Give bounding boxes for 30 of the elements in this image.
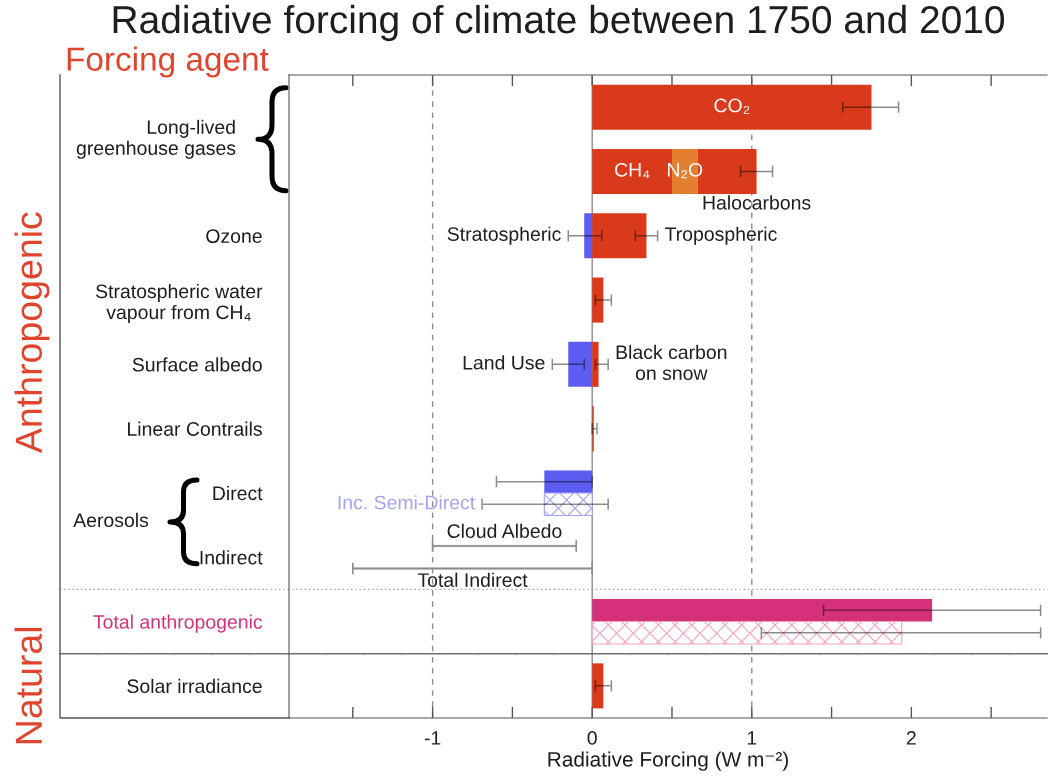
series-label: Halocarbons <box>703 195 811 210</box>
series-label: Tropospheric <box>665 226 777 245</box>
series-label: Black carbon on snow <box>616 344 727 381</box>
x-tick-label: -1 <box>424 731 441 745</box>
y-tick-label: Ozone <box>206 229 262 243</box>
y-tick-label: Total anthropogenic <box>93 614 263 633</box>
text: Natural <box>14 627 43 744</box>
y-tick-label: Stratospheric water vapour from CH₄ <box>96 283 263 324</box>
x-axis-title: Radiative Forcing (W m⁻²) <box>548 751 788 771</box>
text: Aerosols <box>73 512 149 528</box>
text: Inc. Semi-Direct <box>338 495 476 510</box>
legend-label: Total Indirect <box>417 572 528 587</box>
text: Long-lived greenhouse gases <box>76 119 236 159</box>
y-tick-label: Indirect <box>200 550 263 565</box>
series-label: Stratospheric <box>447 226 561 245</box>
y-tick-label: Surface albedo <box>132 357 262 372</box>
series-label: Land Use <box>463 355 545 370</box>
text: Anthropogenic <box>14 212 50 454</box>
x-tick-label: 2 <box>906 731 916 745</box>
y-tick-label: Solar irradiance <box>127 678 262 694</box>
x-tick-label: 1 <box>747 731 757 745</box>
y-tick-label: Direct <box>213 485 263 501</box>
series-label: Cloud Albedo <box>447 523 562 538</box>
y-tick-label: Linear Contrails <box>128 421 262 436</box>
chart-title: Radiative forcing of climate between 1750 and 2010 <box>113 4 1005 42</box>
series-label: CO₂ <box>714 98 750 114</box>
series-label: CH₄ <box>615 162 650 179</box>
x-tick-label: 0 <box>587 731 597 745</box>
text: Forcing agent <box>67 46 269 78</box>
series-label: N₂O <box>667 162 703 179</box>
